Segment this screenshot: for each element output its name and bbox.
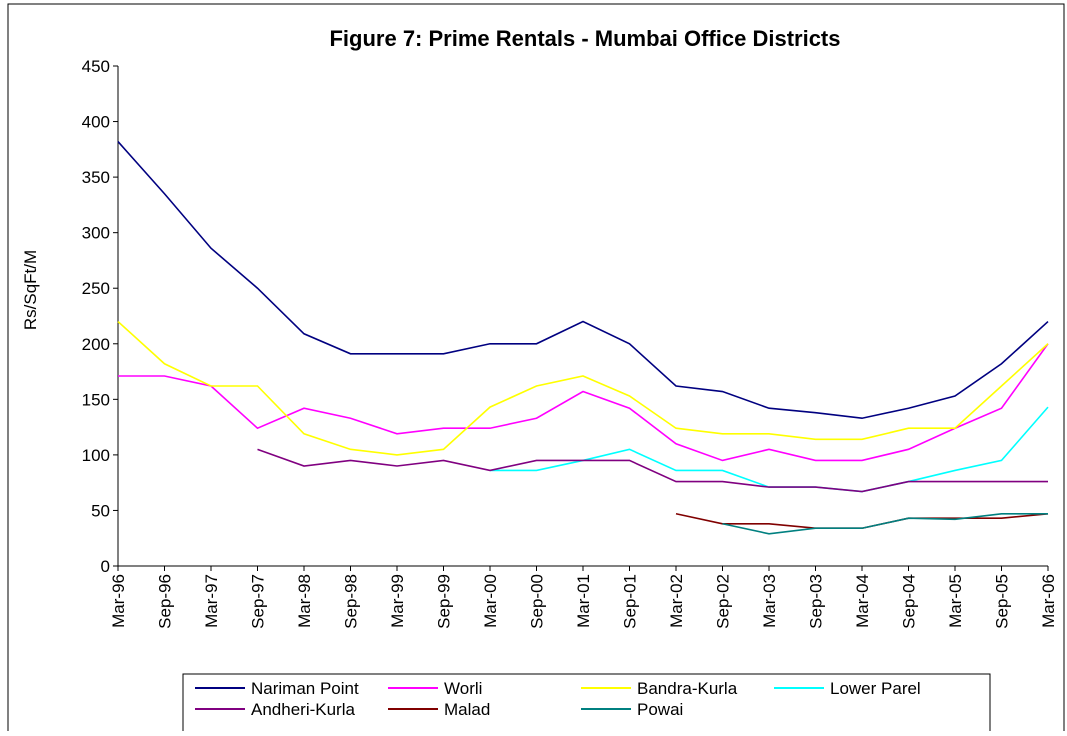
x-tick-label: Sep-05 <box>993 574 1012 629</box>
x-tick-label: Mar-01 <box>574 574 593 628</box>
x-tick-label: Sep-02 <box>714 574 733 629</box>
x-tick-label: Sep-03 <box>807 574 826 629</box>
line-series <box>257 448 1048 493</box>
y-tick-label: 300 <box>82 224 110 243</box>
x-tick-label: Mar-03 <box>760 574 779 628</box>
legend-label: Lower Parel <box>830 679 921 698</box>
y-tick-label: 350 <box>82 168 110 187</box>
y-tick-label: 100 <box>82 446 110 465</box>
y-tick-label: 50 <box>91 501 110 520</box>
x-tick-label: Mar-06 <box>1039 574 1058 628</box>
chart-title: Figure 7: Prime Rentals - Mumbai Office … <box>329 26 840 51</box>
x-tick-label: Mar-02 <box>667 574 686 628</box>
line-series <box>118 343 1049 462</box>
legend-label: Worli <box>444 679 482 698</box>
x-tick-label: Mar-96 <box>109 574 128 628</box>
legend-label: Nariman Point <box>251 679 359 698</box>
x-tick-label: Sep-97 <box>249 574 268 629</box>
x-tick-label: Sep-98 <box>342 574 361 629</box>
x-tick-label: Mar-99 <box>388 574 407 628</box>
y-tick-label: 150 <box>82 390 110 409</box>
line-series <box>117 320 1049 456</box>
legend-label: Andheri-Kurla <box>251 700 355 719</box>
chart-border <box>7 3 1065 736</box>
x-tick-label: Mar-97 <box>202 574 221 628</box>
x-tick-label: Mar-98 <box>295 574 314 628</box>
x-tick-label: Mar-05 <box>946 574 965 628</box>
legend-label: Bandra-Kurla <box>637 679 738 698</box>
x-tick-label: Sep-04 <box>900 574 919 629</box>
legend-label: Malad <box>444 700 490 719</box>
y-axis-label: Rs/SqFt/M <box>21 250 40 330</box>
y-tick-label: 250 <box>82 279 110 298</box>
x-tick-label: Sep-01 <box>621 574 640 629</box>
y-tick-label: 450 <box>82 57 110 76</box>
y-tick-label: 400 <box>82 113 110 132</box>
line-series <box>117 141 1049 420</box>
legend-label: Powai <box>637 700 683 719</box>
x-tick-label: Mar-00 <box>481 574 500 628</box>
y-tick-label: 0 <box>101 557 110 576</box>
y-tick-label: 200 <box>82 335 110 354</box>
x-tick-label: Sep-99 <box>435 574 454 629</box>
line-series <box>722 512 1048 535</box>
x-tick-label: Sep-00 <box>528 574 547 629</box>
x-tick-label: Sep-96 <box>156 574 175 629</box>
x-tick-label: Mar-04 <box>853 574 872 628</box>
legend-box <box>182 673 991 735</box>
